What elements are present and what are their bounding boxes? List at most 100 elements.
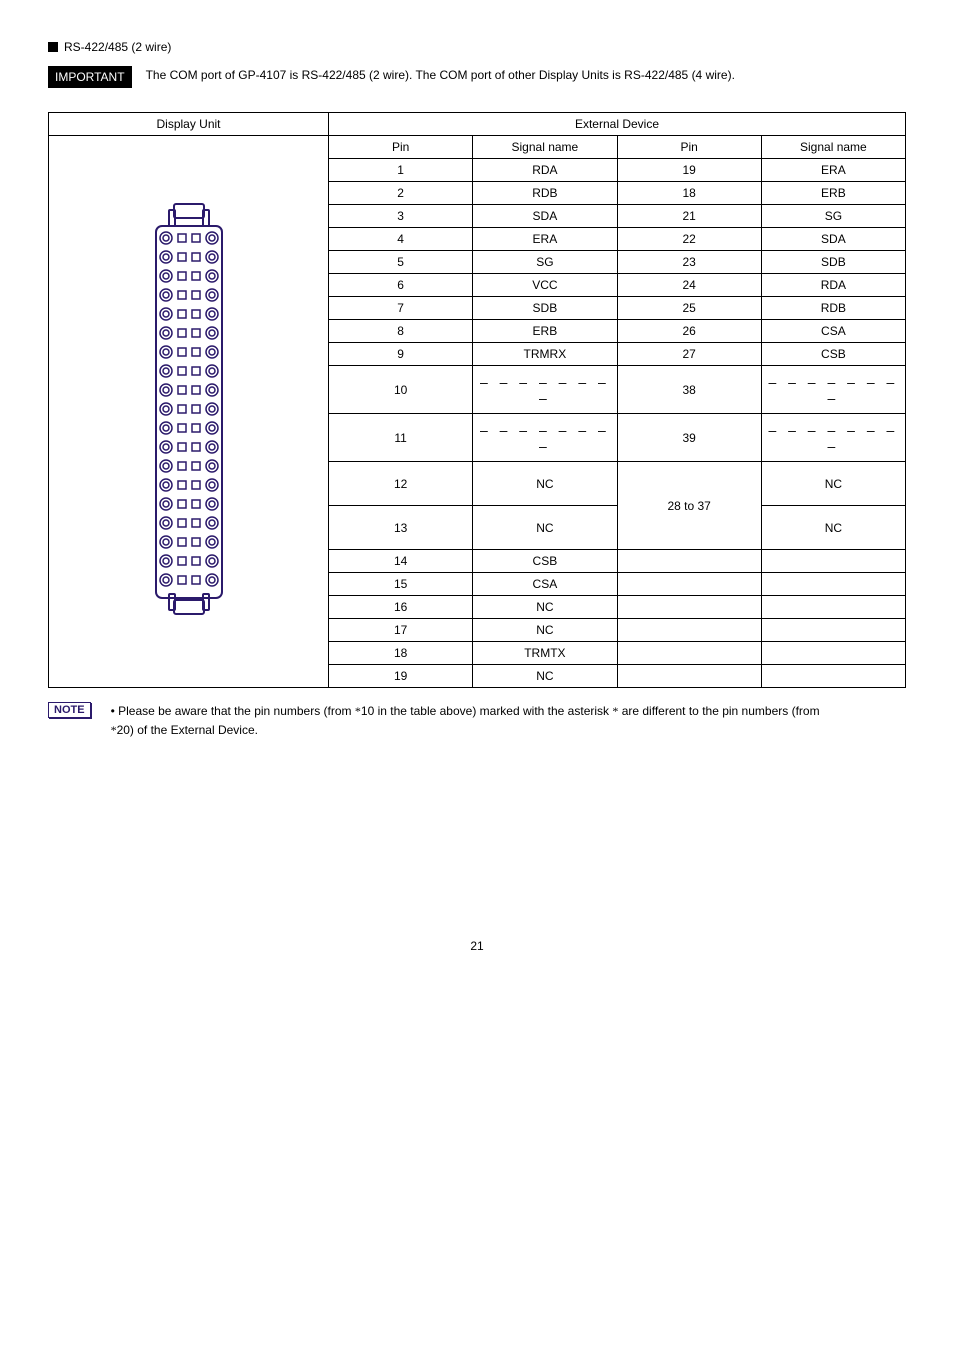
cell-pin: 14: [329, 550, 473, 573]
cell-pin: 13: [329, 506, 473, 550]
cell-signal: CSB: [473, 550, 617, 573]
cell-signal: – – – – – – – –: [473, 414, 617, 462]
cell-pin: 27: [617, 343, 761, 366]
cell-signal: SDB: [761, 251, 905, 274]
cell-signal: CSB: [761, 343, 905, 366]
cell-pin: 6: [329, 274, 473, 297]
cell-signal: [761, 550, 905, 573]
cell-signal: NC: [761, 506, 905, 550]
important-callout: IMPORTANT The COM port of GP-4107 is RS-…: [48, 66, 906, 88]
cell-pin: [617, 596, 761, 619]
cell-signal: [761, 642, 905, 665]
cell-pin: 17: [329, 619, 473, 642]
cell-pin: 5: [329, 251, 473, 274]
cell-pin: [617, 550, 761, 573]
cell-signal: SG: [473, 251, 617, 274]
cell-signal: ERA: [761, 159, 905, 182]
connector-pin-rows: [160, 232, 218, 586]
cell-pin: [617, 665, 761, 688]
page-number: 21: [48, 939, 906, 953]
cell-pin: 10: [329, 366, 473, 414]
cell-pin: 25: [617, 297, 761, 320]
cell-pin: 9: [329, 343, 473, 366]
note-callout: NOTE • Please be aware that the pin numb…: [48, 702, 906, 739]
cell-signal: CSA: [761, 320, 905, 343]
cell-pin-range: 28 to 37: [617, 462, 761, 550]
cell-signal: SDA: [761, 228, 905, 251]
connector-diagram-cell: [49, 136, 329, 688]
pinout-table: Display Unit External Device: [48, 112, 906, 688]
cell-signal: [761, 665, 905, 688]
cell-signal: SDB: [473, 297, 617, 320]
important-text: The COM port of GP-4107 is RS-422/485 (2…: [146, 66, 735, 84]
th-external: External Device: [329, 113, 906, 136]
cell-signal: – – – – – – – –: [761, 366, 905, 414]
dash-icon: – – – – – – – –: [768, 422, 898, 454]
cell-signal: NC: [473, 619, 617, 642]
cell-signal: [761, 619, 905, 642]
cell-signal: TRMRX: [473, 343, 617, 366]
cell-pin: 11: [329, 414, 473, 462]
cell-signal: SDA: [473, 205, 617, 228]
asterisk-icon: *: [355, 704, 361, 718]
cell-pin: 21: [617, 205, 761, 228]
cell-signal: RDB: [761, 297, 905, 320]
cell-signal: NC: [473, 462, 617, 506]
section-bullet-icon: [48, 42, 58, 52]
cell-pin: 2: [329, 182, 473, 205]
cell-signal: ERA: [473, 228, 617, 251]
cell-signal: VCC: [473, 274, 617, 297]
cell-pin: 1: [329, 159, 473, 182]
cell-signal: NC: [761, 462, 905, 506]
th-signal-left: Signal name: [473, 136, 617, 159]
cell-pin: 26: [617, 320, 761, 343]
cell-signal: RDA: [761, 274, 905, 297]
cell-signal: NC: [473, 665, 617, 688]
cell-pin: 38: [617, 366, 761, 414]
cell-signal: TRMTX: [473, 642, 617, 665]
cell-pin: 15: [329, 573, 473, 596]
asterisk-icon: *: [612, 704, 618, 718]
cell-signal: RDB: [473, 182, 617, 205]
table-subheader: Pin Signal name Pin Signal name: [49, 136, 906, 159]
dash-icon: – – – – – – – –: [480, 422, 610, 454]
th-signal-right: Signal name: [761, 136, 905, 159]
note-badge: NOTE: [48, 702, 91, 718]
cell-signal: CSA: [473, 573, 617, 596]
cell-pin: [617, 573, 761, 596]
cell-signal: ERB: [473, 320, 617, 343]
dash-icon: – – – – – – – –: [768, 374, 898, 406]
cell-pin: [617, 642, 761, 665]
cell-pin: 19: [329, 665, 473, 688]
cell-pin: 4: [329, 228, 473, 251]
important-badge: IMPORTANT: [48, 66, 132, 88]
section-header: RS-422/485 (2 wire): [48, 40, 906, 54]
cell-pin: 8: [329, 320, 473, 343]
cell-signal: [761, 596, 905, 619]
cell-signal: ERB: [761, 182, 905, 205]
cell-pin: 19: [617, 159, 761, 182]
cell-pin: 7: [329, 297, 473, 320]
cell-pin: 39: [617, 414, 761, 462]
cell-pin: 22: [617, 228, 761, 251]
cell-pin: [617, 619, 761, 642]
dash-icon: – – – – – – – –: [480, 374, 610, 406]
cell-signal: – – – – – – – –: [473, 366, 617, 414]
cell-pin: 12: [329, 462, 473, 506]
cell-pin: 18: [329, 642, 473, 665]
cell-pin: 3: [329, 205, 473, 228]
cell-pin: 23: [617, 251, 761, 274]
cell-signal: NC: [473, 506, 617, 550]
th-displayunit: Display Unit: [49, 113, 329, 136]
asterisk-icon: *: [111, 723, 117, 737]
cell-pin: 18: [617, 182, 761, 205]
th-pin-right: Pin: [617, 136, 761, 159]
cell-signal: NC: [473, 596, 617, 619]
th-pin-left: Pin: [329, 136, 473, 159]
cell-signal: – – – – – – – –: [761, 414, 905, 462]
cell-pin: 24: [617, 274, 761, 297]
section-title: RS-422/485 (2 wire): [64, 40, 171, 54]
cell-signal: RDA: [473, 159, 617, 182]
cell-pin: 16: [329, 596, 473, 619]
note-text: • Please be aware that the pin numbers (…: [111, 702, 831, 739]
